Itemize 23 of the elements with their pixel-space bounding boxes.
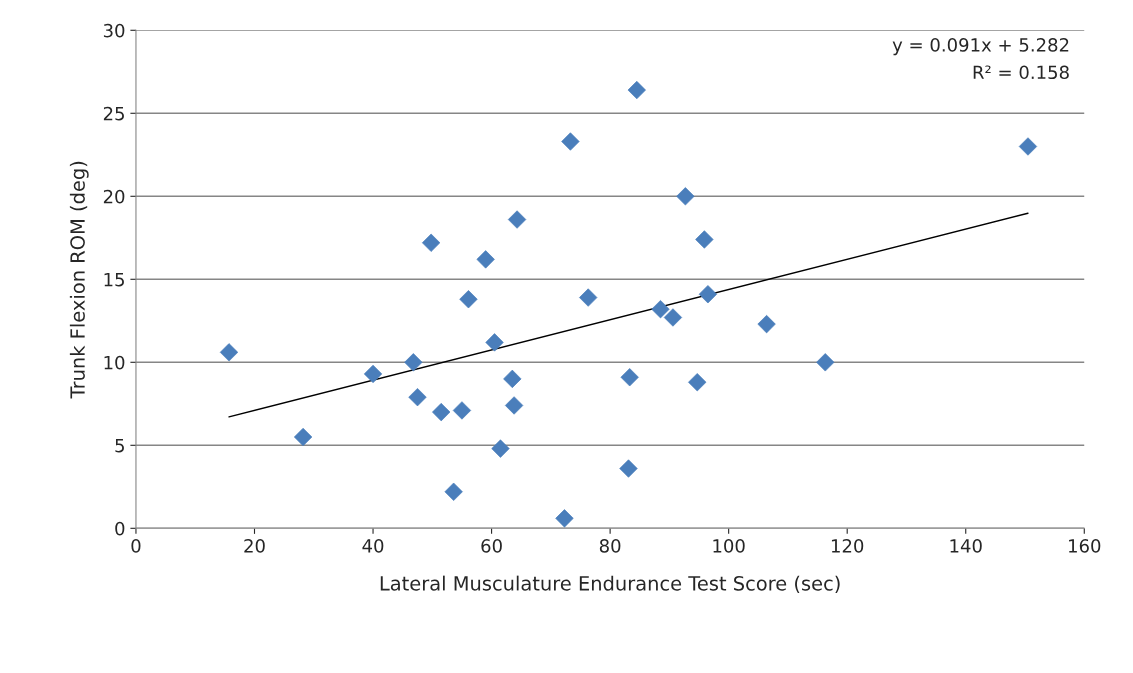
- x-tick-label: 100: [713, 539, 745, 553]
- x-tick-label: 140: [950, 539, 982, 553]
- annotation: y = 0.091x + 5.282: [892, 38, 1069, 56]
- point: [651, 300, 670, 319]
- x-axis-title: Lateral Musculature Endurance Test Score (sec): [380, 575, 840, 593]
- x-tick-label: 120: [831, 539, 864, 553]
- point: [219, 343, 239, 362]
- y-tick-label: 20: [103, 189, 125, 204]
- x-tick-label: 0: [131, 539, 141, 553]
- y-tick-label: 25: [103, 106, 124, 121]
- point: [459, 290, 478, 309]
- y-tick-label: 5: [115, 439, 124, 453]
- y-tick-label: 0: [115, 521, 125, 536]
- x-tick-label: 40: [362, 539, 384, 553]
- x-tick-label: 160: [1069, 539, 1101, 553]
- y-tick-label: 15: [104, 272, 124, 287]
- x-tick-label: 20: [244, 539, 265, 553]
- y-axis-title: Trunk Flexion ROM (deg): [69, 161, 89, 399]
- y-tick-label: 30: [103, 23, 125, 38]
- x-tick-label: 80: [599, 539, 621, 553]
- annotation: R² = 0.158: [973, 65, 1069, 80]
- x-tick-label: 60: [481, 539, 502, 553]
- y-tick-label: 10: [104, 355, 125, 370]
